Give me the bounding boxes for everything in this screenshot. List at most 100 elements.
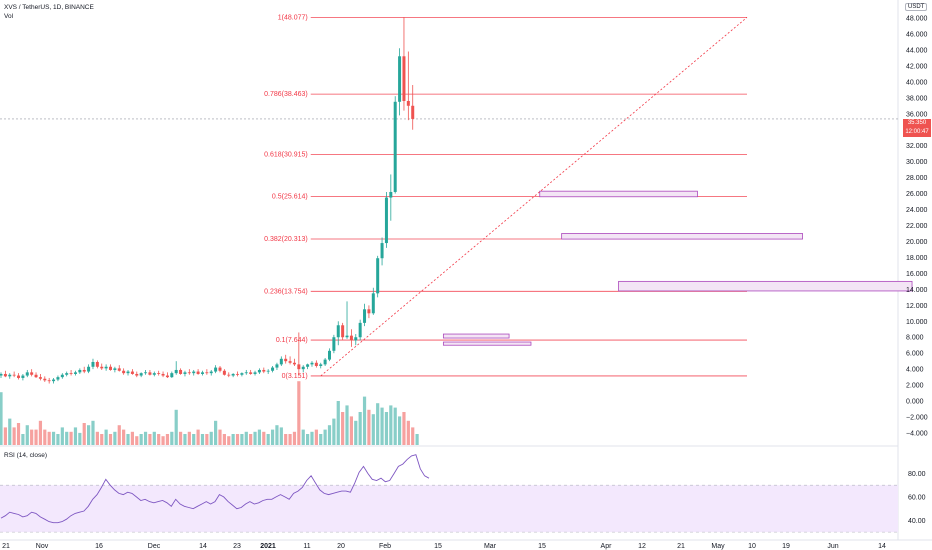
- fib-level-label: 0.5(25.614): [272, 194, 308, 201]
- symbol-title[interactable]: XVS / TetherUS, 1D, BINANCE: [4, 4, 94, 11]
- candle-body: [122, 370, 126, 374]
- volume-bar: [354, 420, 358, 445]
- volume-bar: [376, 403, 380, 445]
- last-price-badge: 35.350: [903, 119, 931, 128]
- volume-bar: [362, 396, 367, 445]
- candle-body: [367, 309, 371, 314]
- volume-bar: [161, 436, 165, 445]
- volume-bar: [21, 434, 25, 445]
- volume-bar: [196, 429, 200, 445]
- price-tick-label: 16.000: [906, 271, 928, 278]
- volume-bar: [227, 436, 231, 445]
- zone-rectangle: [442, 333, 510, 339]
- volume-bar: [73, 427, 78, 445]
- price-tick-label: 36.000: [906, 111, 928, 118]
- price-tick-label: 6.000: [906, 351, 924, 358]
- candle-body: [363, 309, 367, 323]
- volume-bar: [279, 427, 283, 445]
- time-tick-label: 21: [677, 543, 685, 550]
- volume-bar: [157, 434, 161, 445]
- rsi-tick-label: 40.00: [908, 518, 926, 525]
- candle-body: [56, 377, 60, 380]
- fib-level-label: 0.382(20.313): [264, 236, 308, 243]
- candle-body: [117, 368, 121, 371]
- candle-body: [152, 373, 156, 375]
- volume-bar: [367, 409, 371, 445]
- volume-bar: [249, 434, 253, 445]
- volume-bar: [200, 434, 205, 445]
- volume-bar: [371, 414, 375, 445]
- price-tick-label: 0.000: [906, 399, 924, 406]
- volume-bar: [336, 401, 340, 445]
- candle-body: [25, 372, 29, 376]
- candle-body: [205, 372, 209, 374]
- volume-bar: [284, 434, 288, 445]
- candle-body: [139, 373, 143, 376]
- volume-bar: [3, 427, 7, 445]
- volume-bar: [218, 429, 222, 445]
- time-tick-label: 15: [538, 543, 546, 550]
- time-axis[interactable]: 21 Nov 16 Dec 14 23 2021 11 20 Feb 15 Mar 15 Apr 12 21 M…: [2, 543, 886, 550]
- volume-bar: [266, 434, 270, 445]
- volume-bar: [30, 429, 34, 445]
- rectangle-zones[interactable]: [442, 190, 913, 346]
- candle-body: [100, 366, 104, 369]
- volume-bar: [82, 423, 86, 445]
- countdown-badge: 12:00:47: [903, 128, 931, 137]
- candle-body: [170, 373, 174, 378]
- time-tick-label: 16: [95, 543, 103, 550]
- candle-body: [279, 358, 283, 365]
- candle-body: [358, 322, 362, 338]
- zone-rectangle: [618, 280, 913, 292]
- candle-body: [82, 369, 86, 372]
- candle-body: [21, 375, 25, 378]
- volume-bar: [310, 431, 314, 445]
- time-tick-label: Feb: [379, 543, 391, 550]
- volume-bar: [60, 427, 64, 445]
- time-tick-label: Nov: [36, 543, 49, 550]
- price-tick-label: −4.000: [906, 431, 928, 438]
- candle-body: [3, 373, 7, 377]
- price-tick-label: 8.000: [906, 335, 924, 342]
- price-tick-label: 48.000: [906, 15, 928, 22]
- candle-body: [406, 100, 410, 106]
- volume-bar: [288, 434, 292, 445]
- candle-body: [371, 293, 375, 314]
- volume-bar: [319, 434, 323, 445]
- volume-bar: [314, 429, 318, 445]
- candle-body: [380, 243, 384, 259]
- candle-body: [349, 335, 353, 341]
- volume-bar: [25, 425, 29, 445]
- currency-unit: USDT: [905, 3, 928, 11]
- trendline[interactable]: [320, 17, 748, 377]
- rsi-axis[interactable]: 80.00 60.00 40.00: [908, 471, 926, 525]
- candle-body: [192, 371, 196, 374]
- volume-bar: [301, 429, 305, 445]
- candle-body: [43, 378, 47, 381]
- candle-body: [38, 377, 42, 379]
- candle-body: [17, 375, 21, 378]
- candle-body: [165, 375, 169, 378]
- volume-bar: [214, 420, 218, 445]
- volume-bar: [78, 432, 82, 445]
- candle-body: [200, 372, 204, 374]
- volume-bar: [183, 434, 187, 445]
- volume-bar: [100, 434, 104, 445]
- candle-body: [135, 373, 139, 376]
- candle-body: [0, 373, 3, 376]
- candle-body: [78, 369, 82, 373]
- rsi-label[interactable]: RSI (14, close): [4, 452, 47, 459]
- volume-bar: [349, 416, 353, 445]
- time-tick-label: 2021: [260, 543, 276, 550]
- time-tick-label: 14: [199, 543, 207, 550]
- volume-bar: [192, 434, 196, 445]
- candle-body: [183, 372, 187, 374]
- price-tick-label: 32.000: [906, 143, 928, 150]
- candle-body: [236, 373, 240, 375]
- price-axis[interactable]: 48.000 46.000 44.000 42.000 40.000 38.000 36.0…: [906, 15, 928, 437]
- candle-body: [126, 371, 130, 374]
- candle-body: [144, 372, 148, 374]
- volume-bar: [292, 431, 297, 445]
- volume-bar: [297, 381, 301, 445]
